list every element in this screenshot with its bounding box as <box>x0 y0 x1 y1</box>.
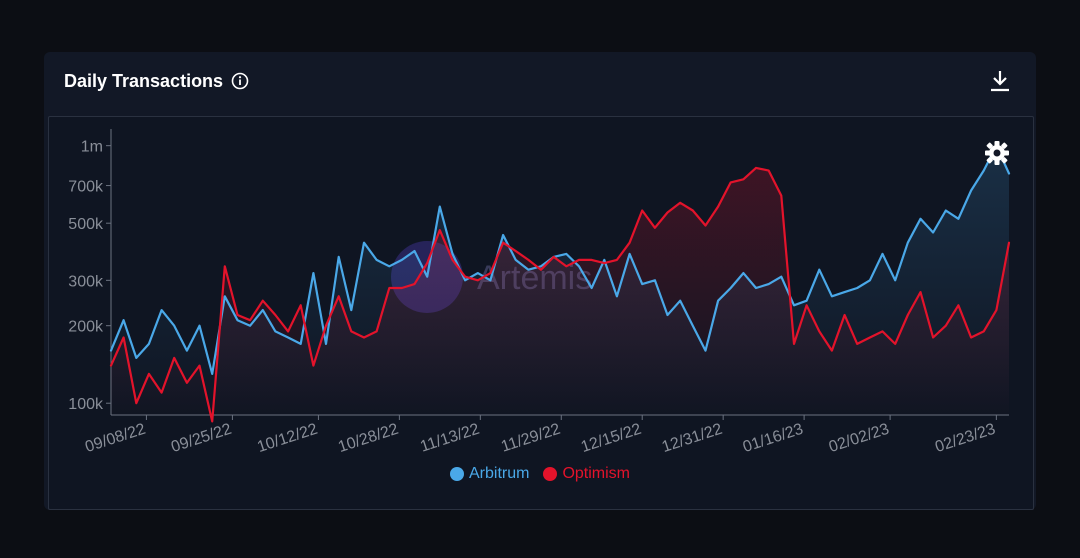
chart-panel: Artemis100k200k300k500k700k1m09/08/2209/… <box>48 116 1034 510</box>
y-tick-label: 500k <box>68 216 104 233</box>
x-tick-label: 02/23/23 <box>933 421 998 456</box>
x-tick-label: 01/16/23 <box>741 421 806 456</box>
chart-card: Daily Transactions Artemis100k200k300k50… <box>44 52 1036 510</box>
series-area-optimism <box>111 167 1009 422</box>
series-line-optimism <box>109 166 1011 423</box>
x-tick-label: 11/29/22 <box>499 421 562 456</box>
x-tick-label: 12/15/22 <box>579 421 644 456</box>
x-tick-label: 09/25/22 <box>169 421 234 456</box>
info-icon[interactable] <box>231 72 249 90</box>
legend-label-optimism: Optimism <box>562 465 630 482</box>
x-tick-label: 11/13/22 <box>418 421 481 456</box>
legend-item-arbitrum[interactable]: Arbitrum <box>449 465 530 483</box>
series-line-arbitrum <box>109 144 1011 375</box>
line-chart: Artemis100k200k300k500k700k1m09/08/2209/… <box>68 129 1011 456</box>
download-icon[interactable] <box>988 68 1012 94</box>
legend-swatch-arbitrum <box>449 467 464 481</box>
x-tick-label: 02/02/23 <box>827 421 892 456</box>
y-tick-label: 100k <box>68 396 104 413</box>
x-tick-label: 10/28/22 <box>336 421 401 456</box>
chart-header: Daily Transactions <box>64 66 249 96</box>
legend-swatch-optimism <box>543 467 558 481</box>
x-tick-label: 12/31/22 <box>660 421 725 456</box>
chart-title: Daily Transactions <box>64 70 224 91</box>
y-tick-label: 200k <box>68 319 104 336</box>
y-tick-label: 700k <box>68 179 104 196</box>
chart-legend: Arbitrum Optimism <box>44 465 1036 483</box>
gear-icon[interactable] <box>984 140 1010 166</box>
y-tick-label: 1m <box>81 139 103 156</box>
legend-item-optimism[interactable]: Optimism <box>543 465 630 483</box>
x-tick-label: 10/12/22 <box>255 421 320 456</box>
legend-label-arbitrum: Arbitrum <box>468 465 530 482</box>
x-tick-label: 09/08/22 <box>83 421 148 456</box>
y-tick-label: 300k <box>68 273 104 290</box>
